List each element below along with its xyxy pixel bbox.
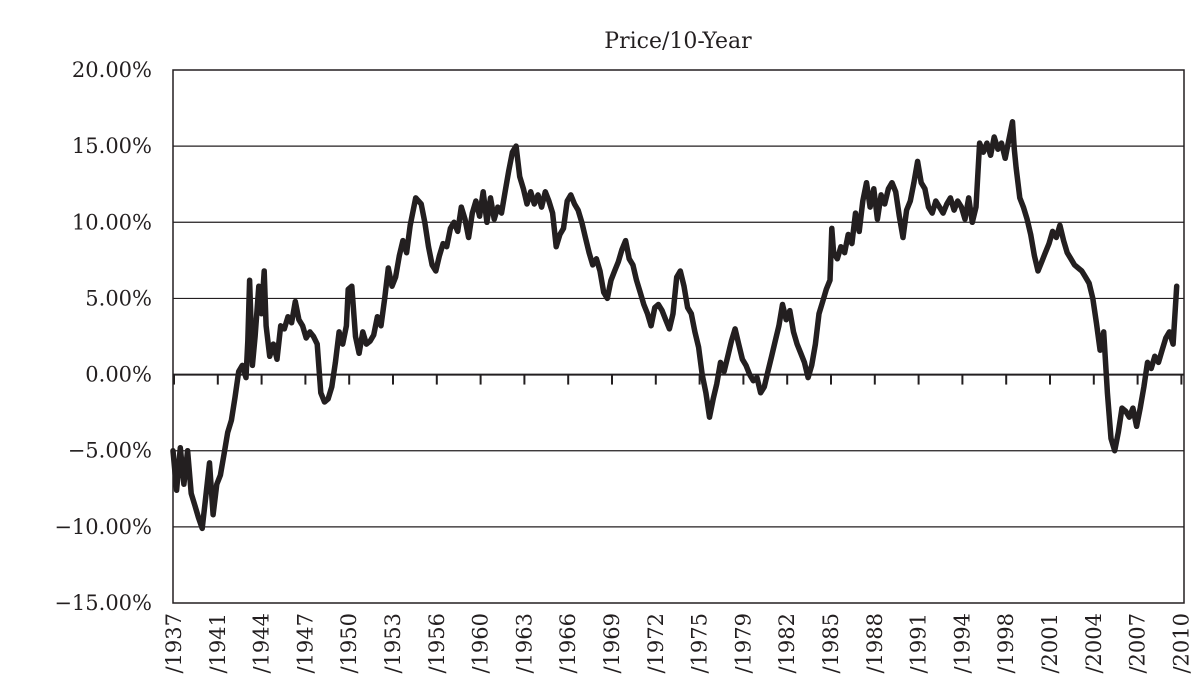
gridlines [173, 145, 1184, 528]
x-tick-label: /1963 [512, 613, 536, 674]
x-tick-label: /2007 [1126, 613, 1150, 674]
x-tick-label: /1979 [731, 613, 755, 674]
x-tick-label: /1941 [206, 613, 230, 674]
x-tick-label: /2010 [1169, 613, 1193, 674]
x-tick-label: /1988 [863, 613, 887, 674]
y-tick-label: 5.00% [85, 286, 152, 310]
x-tick-label: /1975 [688, 613, 712, 674]
y-tick-label: −5.00% [68, 439, 152, 463]
x-tick-label: /1994 [950, 613, 974, 674]
y-tick-label: −15.00% [54, 591, 152, 615]
x-tick-label: /1953 [381, 613, 405, 674]
x-tick-label: /1944 [250, 613, 274, 674]
x-tick-label: /1991 [907, 613, 931, 674]
x-tick-label: /1950 [337, 613, 361, 674]
x-tick-label: /2004 [1082, 613, 1106, 674]
y-tick-label: 0.00% [85, 363, 152, 387]
y-tick-label: 10.00% [72, 210, 152, 234]
x-tick-label: /1972 [644, 613, 668, 674]
plot-area-frame [172, 69, 1185, 604]
chart-title: Price/10-Year [604, 29, 752, 54]
x-tick-label: /1956 [425, 613, 449, 674]
x-tick-label: /1982 [775, 613, 799, 674]
y-tick-label: 20.00% [72, 58, 152, 82]
x-tick-label: /1969 [600, 613, 624, 674]
series-line [170, 119, 1180, 532]
series-group [170, 119, 1180, 532]
x-axis-ticks: /1937/1941/1944/1947/1950/1953/1956/1960… [162, 374, 1193, 674]
x-tick-label: /1966 [556, 613, 580, 674]
x-tick-label: /1960 [469, 613, 493, 674]
x-tick-label: /1947 [293, 613, 317, 674]
x-tick-label: /1985 [819, 613, 843, 674]
x-tick-label: /1937 [162, 613, 186, 674]
x-tick-label: /2001 [1038, 613, 1062, 674]
y-tick-label: 15.00% [72, 134, 152, 158]
y-tick-label: −10.00% [54, 515, 152, 539]
x-tick-label: /1998 [994, 613, 1018, 674]
y-axis-tick-labels: 20.00% 15.00% 10.00% 5.00% 0.00% −5.00% −10.00… [54, 58, 152, 615]
